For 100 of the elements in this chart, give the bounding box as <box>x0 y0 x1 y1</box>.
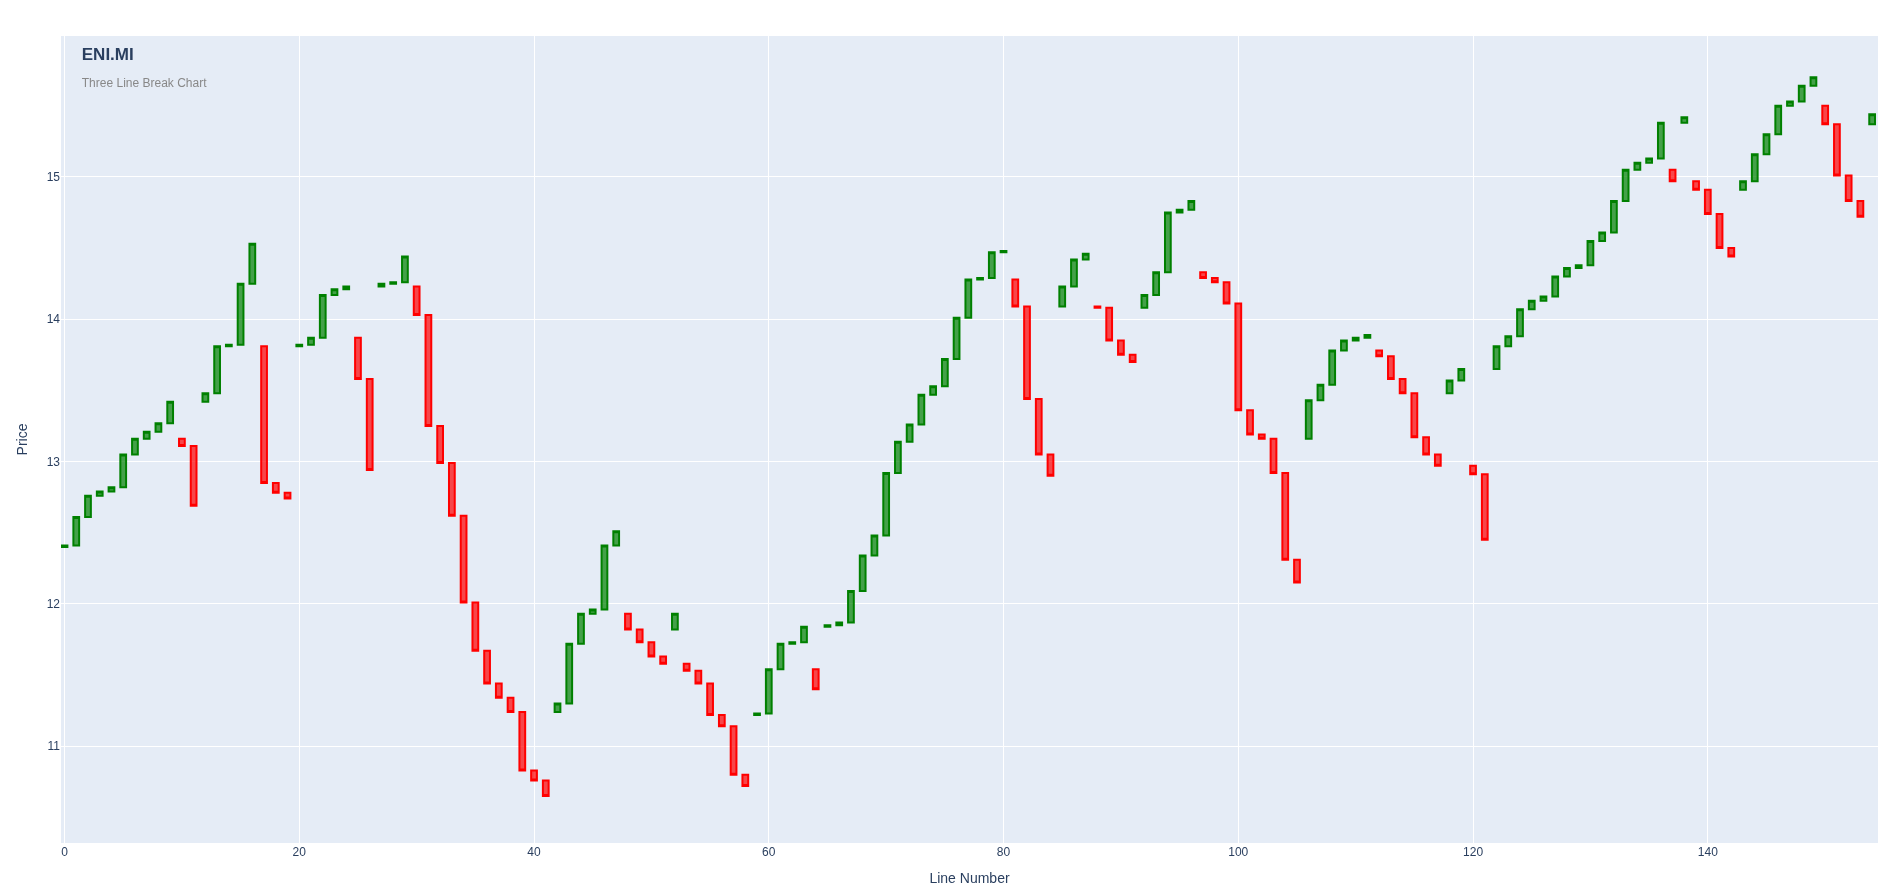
candlestick <box>1163 211 1172 274</box>
candlestick <box>1821 104 1830 126</box>
candlestick <box>1058 285 1067 308</box>
x-tick-label: 120 <box>1463 845 1484 859</box>
candlestick <box>1023 305 1031 400</box>
candlestick <box>236 282 245 346</box>
candlestick <box>858 554 867 593</box>
y-tick-label: 15 <box>46 170 61 185</box>
x-tick-label: 60 <box>762 845 776 859</box>
candlestick <box>307 336 315 346</box>
candlestick <box>811 668 820 691</box>
x-tick-label: 0 <box>61 845 69 859</box>
candlestick <box>647 641 656 658</box>
candlestick <box>1856 200 1865 218</box>
candlestick <box>1551 275 1560 298</box>
candlestick <box>1387 355 1395 381</box>
candlestick <box>318 294 327 339</box>
candlestick <box>1445 379 1454 395</box>
text: Three Line Break Chart <box>81 76 208 91</box>
candlestick <box>1117 339 1125 356</box>
candlestick <box>494 682 503 699</box>
candlestick <box>1433 453 1442 467</box>
candlestick <box>882 471 891 537</box>
candlestick <box>213 345 221 395</box>
candlestick <box>1011 278 1020 308</box>
candlestick <box>1833 123 1841 177</box>
candlestick <box>1328 349 1337 386</box>
candlestick <box>1257 433 1266 440</box>
candlestick <box>1410 392 1419 439</box>
candlestick <box>518 711 527 772</box>
candlestick <box>84 494 92 519</box>
candlestick <box>1774 104 1783 136</box>
candlestick <box>612 530 621 547</box>
candlestick <box>1469 464 1477 476</box>
candlestick <box>694 669 703 685</box>
candlestick <box>1105 306 1114 342</box>
candlestick <box>1656 121 1665 160</box>
candlestick <box>835 621 844 627</box>
x-tick-label: 20 <box>292 845 307 859</box>
candlestick <box>565 642 574 705</box>
candlestick <box>706 682 714 716</box>
candlestick <box>1527 299 1536 311</box>
candlestick <box>1281 471 1290 561</box>
candlestick <box>1093 305 1102 309</box>
candlestick <box>189 444 198 507</box>
candlestick <box>72 516 81 547</box>
candlestick <box>530 769 538 782</box>
candlestick <box>154 422 163 433</box>
candlestick <box>260 345 268 484</box>
candlestick <box>1199 271 1207 279</box>
candlestick <box>1844 174 1853 203</box>
candlestick <box>1222 281 1231 305</box>
candlestick <box>424 313 433 427</box>
candlestick <box>330 288 339 297</box>
candlestick <box>741 773 750 788</box>
candlestick <box>671 612 679 631</box>
x-tick-label: 80 <box>996 845 1011 859</box>
candlestick <box>1492 345 1501 371</box>
candlestick <box>1128 353 1137 363</box>
candlestick <box>271 481 280 494</box>
candlestick <box>905 423 914 443</box>
candlestick <box>401 255 409 284</box>
candlestick <box>1046 453 1055 477</box>
candlestick <box>1727 247 1736 258</box>
x-tick-label: 100 <box>1228 845 1249 859</box>
candlestick <box>659 655 668 665</box>
candlestick <box>1621 168 1630 203</box>
candlestick <box>987 251 996 279</box>
candlestick <box>483 649 491 685</box>
candlestick <box>588 608 597 615</box>
candlestick <box>1750 153 1759 183</box>
candlestick <box>1304 399 1313 440</box>
candlestick <box>1246 409 1254 436</box>
candlestick <box>1070 258 1078 288</box>
candlestick <box>1340 339 1348 352</box>
candlestick <box>166 400 175 425</box>
candlestick <box>1234 302 1243 412</box>
candlestick <box>753 712 761 716</box>
candlestick <box>1598 231 1607 242</box>
candlestick <box>1375 349 1384 358</box>
candlestick <box>1034 397 1043 456</box>
candlestick <box>1786 100 1794 107</box>
candlestick <box>1762 133 1771 156</box>
candlestick <box>1187 200 1196 211</box>
candlestick <box>354 336 362 381</box>
candlestick <box>119 453 128 489</box>
candlestick <box>1210 276 1219 284</box>
candlestick <box>365 378 374 472</box>
candlestick <box>800 625 808 644</box>
candlestick <box>1574 264 1583 269</box>
candlestick <box>788 641 797 645</box>
candlestick <box>283 491 292 500</box>
candlestick <box>1398 378 1407 395</box>
candlestick <box>624 612 632 631</box>
x-axis-title: Line Number <box>929 870 1010 887</box>
candlestick <box>894 440 902 474</box>
candlestick <box>1152 271 1161 297</box>
candlestick <box>1809 76 1818 87</box>
candlestick <box>577 612 585 645</box>
candlestick <box>541 779 550 798</box>
